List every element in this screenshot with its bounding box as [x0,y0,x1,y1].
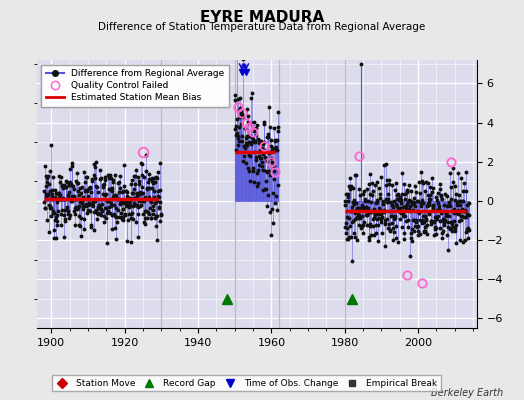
Text: EYRE MADURA: EYRE MADURA [200,10,324,25]
Text: Berkeley Earth: Berkeley Earth [431,388,503,398]
Y-axis label: Monthly Temperature Anomaly Difference (°C): Monthly Temperature Anomaly Difference (… [522,81,524,307]
Text: Difference of Station Temperature Data from Regional Average: Difference of Station Temperature Data f… [99,22,425,32]
Legend: Difference from Regional Average, Quality Control Failed, Estimated Station Mean: Difference from Regional Average, Qualit… [41,64,229,107]
Legend: Station Move, Record Gap, Time of Obs. Change, Empirical Break: Station Move, Record Gap, Time of Obs. C… [51,375,441,392]
